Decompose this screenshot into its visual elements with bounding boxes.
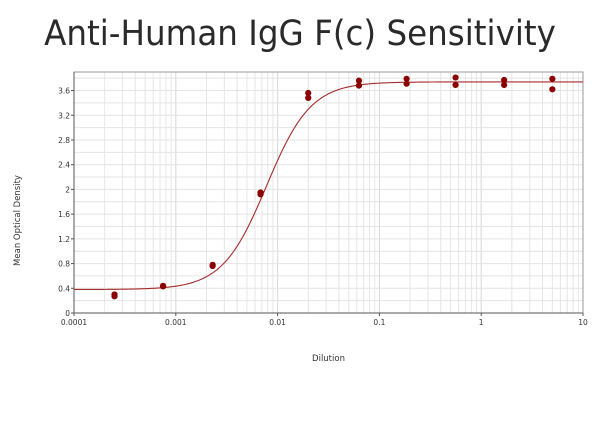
y-tick-label: 3.6	[58, 87, 70, 96]
axes	[71, 72, 584, 316]
y-tick-label: 2.4	[58, 161, 70, 170]
data-points	[111, 74, 556, 300]
data-point	[501, 81, 508, 89]
plot-frame	[73, 71, 584, 314]
data-point	[403, 80, 410, 87]
data-point	[257, 191, 264, 198]
x-tick-label: 0.01	[269, 318, 286, 327]
grid	[73, 72, 583, 313]
y-tick-label: 2.8	[58, 136, 70, 145]
data-point	[355, 77, 363, 84]
x-tick-label: 0.1	[373, 318, 385, 327]
x-tick-label: 0.0001	[61, 318, 87, 327]
y-tick-label: 3.2	[58, 111, 70, 120]
data-point	[305, 94, 312, 102]
fit-curve	[74, 81, 583, 291]
data-point	[549, 75, 556, 82]
data-point	[501, 76, 508, 84]
data-point	[355, 82, 363, 89]
y-tick-label: 0	[65, 309, 70, 318]
x-tick-label: 1	[479, 318, 484, 327]
data-point	[305, 89, 312, 97]
y-tick-label: 2	[65, 185, 70, 194]
data-point	[452, 74, 459, 81]
data-point	[452, 81, 459, 89]
x-tick-label: 0.001	[165, 318, 187, 327]
y-tick-label: 1.2	[58, 235, 70, 244]
y-axis-label: Mean Optical Density	[13, 175, 23, 266]
data-point	[403, 75, 410, 82]
data-point	[159, 283, 167, 290]
x-tick-label: 10	[578, 318, 588, 327]
y-tick-label: 0.4	[58, 284, 70, 293]
y-tick-label: 0.8	[58, 260, 70, 269]
y-tick-label: 1.6	[58, 210, 70, 219]
data-point	[111, 293, 118, 300]
data-point	[209, 262, 216, 270]
tick-labels: 0 0.4 0.8 1.2 1.6 2 2.4 2.8 3.2 3.6 0.0001 0.001 0.0…	[58, 87, 588, 327]
data-point	[549, 86, 556, 93]
x-axis-label: Dilution	[312, 354, 345, 364]
chart-title: Anti-Human IgG F(c) Sensitivity	[44, 14, 556, 54]
